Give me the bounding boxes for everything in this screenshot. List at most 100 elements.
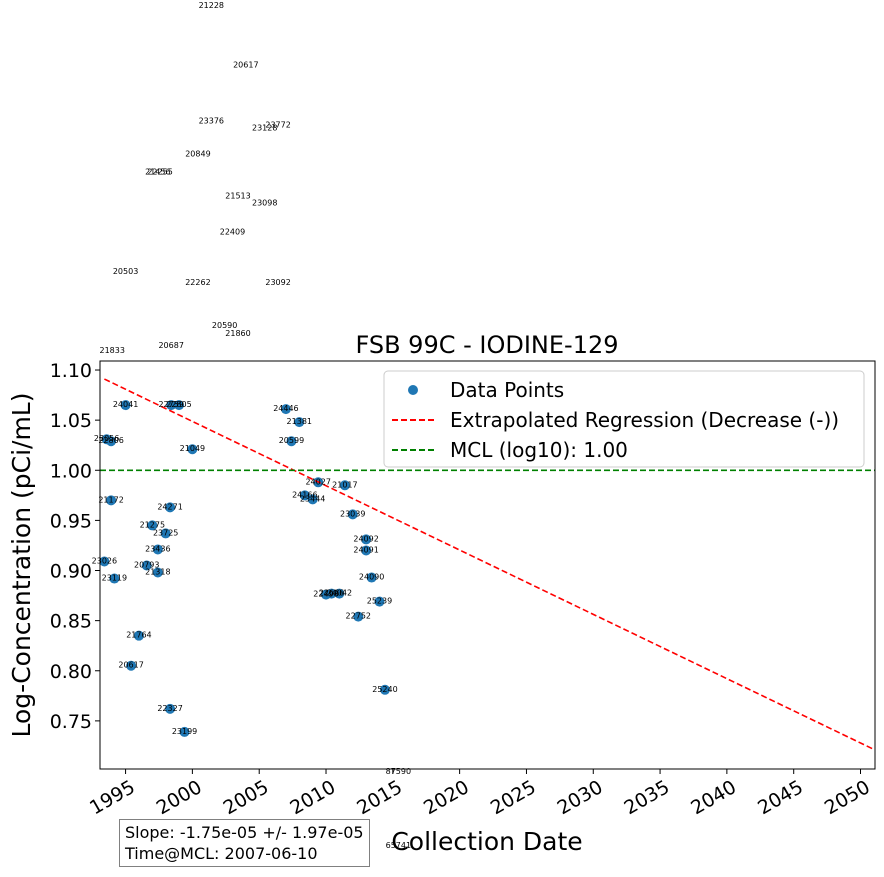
data-point [165,502,176,513]
outlier-label: 23098 [252,199,277,208]
data-point [126,660,137,671]
data-point [353,611,364,622]
legend-label-mcl: MCL (log10): 1.00 [450,438,628,462]
regression-line [104,378,875,751]
data-point [120,400,131,411]
x-tick-label: 2040 [687,776,740,819]
outlier-label: 22255 [147,168,172,177]
x-tick-label: 1995 [86,776,139,819]
data-point-label: 24271 [157,502,182,511]
x-tick-label: 2010 [286,776,339,819]
data-point [152,567,163,578]
legend-marker-data-points [408,385,418,395]
chart-title: FSB 99C - IODINE-129 [355,331,618,359]
y-tick-label: 1.05 [50,410,92,432]
data-point-label: 23199 [172,727,197,736]
time-at-mcl-text: Time@MCL: 2007-06-10 [125,844,318,863]
legend-label-data-points: Data Points [450,378,564,402]
data-point-label: 22752 [346,612,371,621]
data-point [165,703,176,714]
data-point-label: 23056 [94,434,119,443]
data-point-label: 21275 [140,520,165,529]
data-point [374,596,385,607]
data-point [100,556,110,567]
data-point-label: 21049 [180,444,205,453]
data-point-label: 21764 [126,631,151,640]
outlier-label: 20590 [212,321,237,330]
outlier-label: 20687 [158,341,183,350]
points-layer [100,400,390,737]
data-point [379,684,390,695]
x-tick-label: 2005 [220,776,273,819]
data-point [334,588,345,599]
data-point [141,560,152,571]
plot-frame [99,360,876,770]
outlier-label: 20849 [185,149,210,158]
data-point-label: 24091 [353,545,378,554]
data-point-label: 22759 [158,400,183,409]
data-point [133,630,144,641]
data-point-label: 22805 [166,400,191,409]
data-point-label: 25239 [367,597,392,606]
data-point [280,404,291,415]
y-tick-label: 1.10 [50,360,92,382]
data-point [160,528,171,539]
outlier-label: 65741 [386,841,411,850]
outlier-label: 22409 [220,228,245,237]
x-tick-label: 2020 [420,776,473,819]
data-point-label: 20599 [279,436,304,445]
data-point [299,490,310,501]
data-point [179,726,190,737]
y-tick-label: 0.90 [50,561,92,583]
y-tick-label: 0.75 [50,711,92,733]
y-axis-label: Log-Concentration (pCi/mL) [7,393,36,738]
data-point-label: 23119 [102,574,127,583]
outlier-label: 23128 [252,123,277,132]
data-point-label: 21172 [98,495,123,504]
data-point-label: 23026 [92,556,117,565]
y-tick-label: 0.80 [50,661,92,683]
outlier-label: 22262 [185,278,210,287]
outlier-label: 21228 [199,1,224,10]
data-point [339,480,350,491]
data-point-label: 22327 [157,704,182,713]
data-point-label: 21318 [145,568,170,577]
data-point [106,436,117,447]
data-point-label: 24042 [327,589,352,598]
slope-text: Slope: -1.75e-05 +/- 1.97e-05 [125,823,364,842]
data-point [307,494,318,505]
outlier-label: 20503 [113,267,138,276]
data-point [361,534,372,545]
data-point-label: 24446 [273,404,298,413]
outlier-label: 21833 [99,346,124,355]
data-point-label: 23725 [153,528,178,537]
data-point-label: 24027 [305,477,330,486]
data-point-label: 20617 [118,661,143,670]
x-tick-label: 2035 [620,776,673,819]
outlier-label: 20617 [233,60,258,69]
outlier-label: 21513 [225,192,250,201]
data-point-label: 24041 [113,400,138,409]
data-point-label: 23039 [340,509,365,518]
data-point [166,400,177,411]
data-point [152,544,163,555]
data-point-label: 24090 [359,573,384,582]
outlier-label: 23092 [265,278,290,287]
data-point [347,509,358,520]
data-point [174,400,185,411]
x-tick-label: 2045 [754,776,807,819]
data-point-label: 21381 [287,417,312,426]
y-tick-label: 0.85 [50,611,92,633]
data-point-label: 25240 [372,685,397,694]
legend-label-regression: Extrapolated Regression (Decrease (-)) [450,408,839,432]
data-point [294,417,305,428]
data-point-label: 23444 [300,494,325,503]
y-axis-ticks: 0.75 0.80 0.85 0.90 0.95 1.00 1.05 1.10 [50,360,100,733]
outlier-label: 23376 [199,116,224,125]
y-tick-label: 0.95 [50,510,92,532]
legend: Data Points Extrapolated Regression (Dec… [383,370,865,468]
